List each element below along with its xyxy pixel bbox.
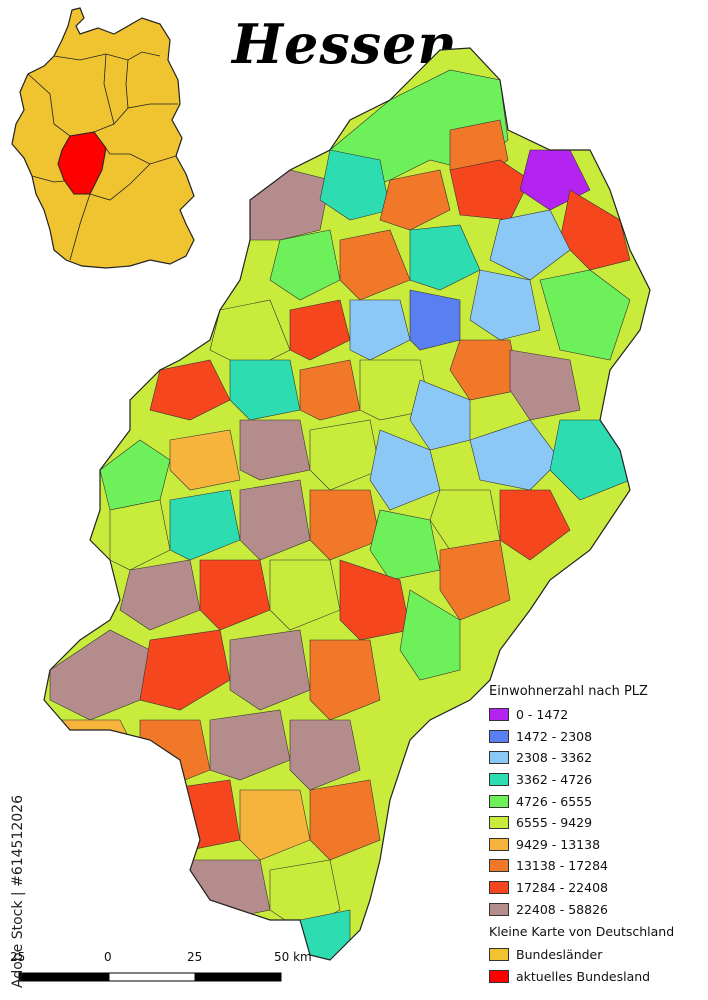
scale-bar-graphic xyxy=(18,972,282,982)
legend-item: 0 - 1472 xyxy=(489,704,704,726)
legend-swatch xyxy=(489,881,509,895)
scale-label: 25 xyxy=(187,950,203,964)
legend-title: Einwohnerzahl nach PLZ xyxy=(489,684,648,699)
scale-label: 0 xyxy=(104,950,112,964)
legend-swatch xyxy=(489,816,509,830)
legend-item: 4726 - 6555 xyxy=(489,790,704,812)
legend-label: Bundesländer xyxy=(516,947,603,963)
legend-label: 1472 - 2308 xyxy=(516,728,593,744)
legend-item: 9429 - 13138 xyxy=(489,834,704,856)
map-title: Hessen xyxy=(232,12,458,76)
legend-label: aktuelles Bundesland xyxy=(516,968,651,984)
scale-bar: 25 0 25 50 km xyxy=(10,950,358,990)
legend-item: Bundesländer xyxy=(489,944,704,966)
legend-item: 22408 - 58826 xyxy=(489,898,704,920)
legend-label: 0 - 1472 xyxy=(516,707,569,723)
scale-label: 25 xyxy=(10,950,26,964)
legend-label: 17284 - 22408 xyxy=(516,880,608,896)
legend-swatch xyxy=(489,859,509,873)
legend-item: 2308 - 3362 xyxy=(489,747,704,769)
scale-label: 50 km xyxy=(274,950,312,964)
legend-items: 0 - 1472 1472 - 2308 2308 - 3362 3362 - 472… xyxy=(489,704,704,920)
legend-swatch xyxy=(489,837,509,851)
legend-label: 3362 - 4726 xyxy=(516,772,593,788)
legend-swatch xyxy=(489,902,509,916)
legend-item: 13138 - 17284 xyxy=(489,855,704,877)
legend-label: 13138 - 17284 xyxy=(516,858,608,874)
watermark-text: Adobe Stock | #614512026 xyxy=(10,795,26,988)
legend-label: 2308 - 3362 xyxy=(516,750,593,766)
legend-item: aktuelles Bundesland xyxy=(489,966,704,988)
legend-item: 1472 - 2308 xyxy=(489,726,704,748)
legend-swatch xyxy=(489,729,509,743)
legend-label: 4726 - 6555 xyxy=(516,793,593,809)
hessen-inset-highlight xyxy=(57,131,107,195)
legend-item: 17284 - 22408 xyxy=(489,877,704,899)
map-legend: Einwohnerzahl nach PLZ 0 - 1472 1472 - 23… xyxy=(489,684,704,987)
legend-swatch xyxy=(489,773,509,787)
inset-legend-title: Kleine Karte von Deutschland xyxy=(489,923,675,939)
legend-swatch xyxy=(489,794,509,808)
legend-item: 6555 - 9429 xyxy=(489,812,704,834)
legend-label: 22408 - 58826 xyxy=(516,901,608,917)
legend-item: 3362 - 4726 xyxy=(489,769,704,791)
legend-swatch xyxy=(489,708,509,722)
inset-legend-items: Bundesländer aktuelles Bundesland xyxy=(489,944,704,987)
germany-inset-map xyxy=(11,7,195,269)
legend-label: 6555 - 9429 xyxy=(516,815,593,831)
hessen-outline xyxy=(43,47,651,961)
legend-swatch xyxy=(489,751,509,765)
legend-swatch xyxy=(489,969,509,983)
hessen-choropleth-map xyxy=(43,47,651,961)
germany-outline xyxy=(11,7,195,269)
stock-watermark: Adobe Stock | #614512026 xyxy=(6,770,32,990)
legend-label: 9429 - 13138 xyxy=(516,836,601,852)
legend-swatch xyxy=(489,948,509,962)
